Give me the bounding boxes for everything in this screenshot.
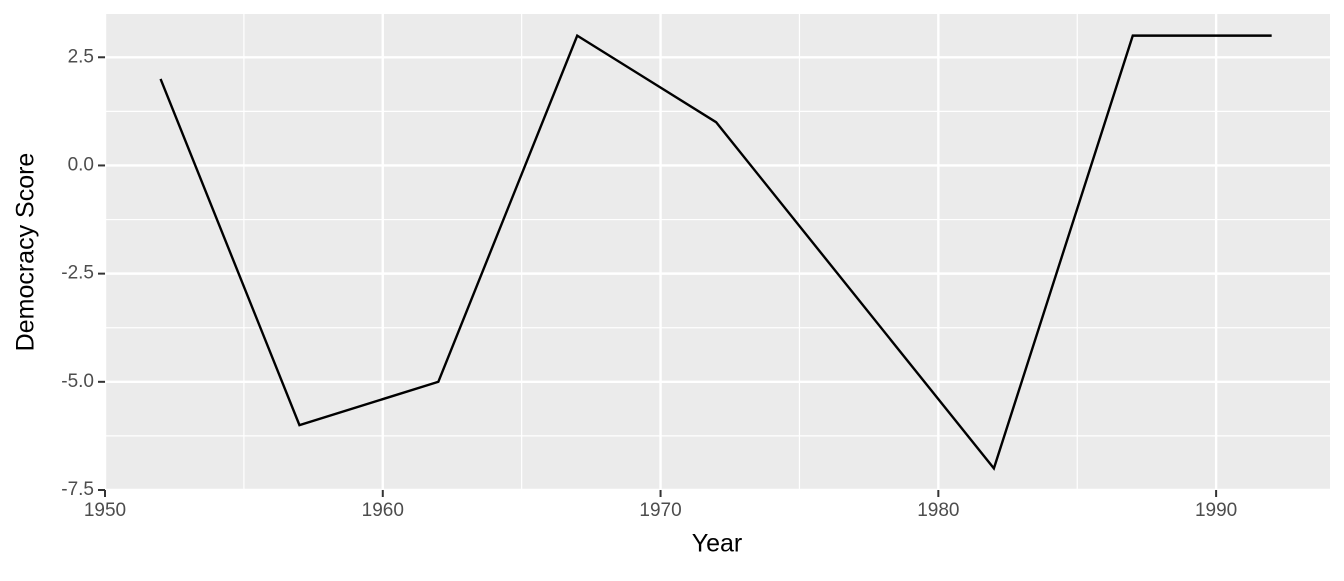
axes: 1950 1960 1970 1980 1990 -7.5 -5.0 -2.5 0.0 2.5 — [61, 46, 1237, 521]
y-axis-title: Democracy Score — [12, 153, 40, 352]
data-line — [159, 33, 1272, 471]
marks — [159, 33, 1272, 471]
grid — [103, 14, 1330, 492]
y-tick-label: 0.0 — [68, 154, 94, 175]
x-tick-label: 1980 — [917, 500, 959, 521]
x-axis-title: Year — [692, 530, 743, 558]
plot-panel — [105, 14, 1330, 490]
x-tick-label: 1960 — [362, 500, 404, 521]
x-tick-label: 1950 — [84, 500, 126, 521]
x-tick-label: 1990 — [1195, 500, 1237, 521]
y-tick-label: 2.5 — [68, 46, 94, 67]
y-tick-label: -7.5 — [61, 479, 94, 500]
y-tick-label: -2.5 — [61, 263, 94, 284]
x-tick-label: 1970 — [639, 500, 681, 521]
y-tick-label: -5.0 — [61, 371, 94, 392]
